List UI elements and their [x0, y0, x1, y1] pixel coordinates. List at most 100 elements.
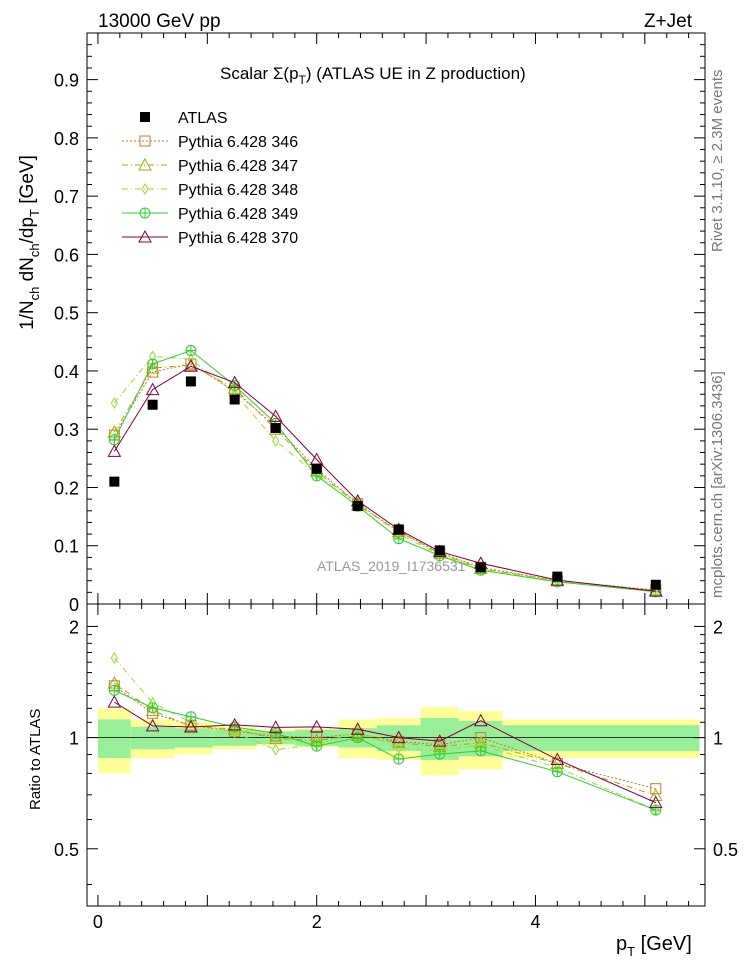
- ratio-4-point-10: [550, 752, 565, 766]
- y-tick-label-0: 0: [69, 595, 79, 615]
- ratio-4-point-8: [432, 734, 447, 747]
- y-tick-label-5: 0.5: [54, 304, 79, 324]
- y-tick-label-4: 0.4: [54, 362, 79, 382]
- data-point-7: [393, 524, 404, 535]
- legend-label-1: Pythia 6.428 347: [178, 158, 298, 175]
- uncertainty-band-green: [502, 725, 613, 751]
- y-tick-label-8: 0.8: [54, 129, 79, 149]
- x-tick-label-1: 2: [312, 912, 322, 932]
- series-line-4: [113, 365, 656, 592]
- y-axis-label: 1/Nch dNch/dpT [GeV]: [17, 155, 42, 330]
- ratio-line-1: [114, 682, 656, 796]
- ratio-2-point-3: [231, 726, 239, 739]
- ratio-4-point-7: [391, 730, 406, 744]
- x-tick-label-0: 0: [93, 912, 103, 932]
- data-point-11: [650, 579, 661, 590]
- series-4-point-11: [648, 584, 663, 597]
- ratio-tick-label-1: 1: [69, 729, 79, 749]
- ratio-tick-label-right-2: 2: [713, 617, 723, 637]
- data-point-5: [311, 463, 322, 474]
- ratio-plot: [107, 652, 663, 817]
- y-tick-label-3: 0.3: [54, 420, 79, 440]
- series-line-0: [113, 363, 656, 591]
- series-4-point-1: [145, 382, 160, 396]
- series-4-point-2: [184, 359, 198, 372]
- header-left: 13000 GeV pp: [98, 11, 221, 32]
- ratio-4-point-1: [145, 718, 160, 732]
- data-point-10: [552, 571, 563, 582]
- x-axis-label: pT [GeV]: [616, 933, 692, 959]
- ratio-1-point-11: [648, 788, 663, 802]
- rivet-label: Rivet 3.1.10, ≥ 2.3M events: [709, 70, 726, 253]
- legend-marker-2: [141, 183, 149, 195]
- ratio-line-4: [114, 701, 656, 804]
- ratio-0-point-11: [650, 783, 662, 795]
- data-point-1: [147, 399, 158, 410]
- series-2-point-4: [272, 434, 280, 447]
- ratio-4-point-4: [268, 720, 283, 733]
- series-2-point-2: [187, 353, 195, 366]
- x-axis-label-text: pT [GeV]: [616, 933, 692, 959]
- y-tick-label-7: 0.7: [54, 187, 79, 207]
- legend-marker-1: [138, 157, 152, 171]
- series-1-point-2: [184, 358, 198, 371]
- x-tick-label-2: 4: [530, 912, 540, 932]
- data-point-4: [270, 423, 281, 434]
- ratio-4-point-11: [648, 795, 663, 809]
- main-plot: [107, 345, 663, 598]
- ratio-1-point-4: [268, 731, 283, 745]
- y-axis-label-text: 1/Nch dNch/dpT [GeV]: [17, 155, 42, 330]
- ratio-tick-label-right-1: 1: [713, 729, 723, 749]
- data-point-6: [352, 501, 363, 512]
- ratio-4-point-3: [227, 717, 242, 731]
- mcplots-label: mcplots.cern.ch [arXiv:1306.3436]: [709, 371, 726, 598]
- ratio-1-point-3: [227, 722, 242, 735]
- series-2-point-0: [110, 397, 118, 409]
- data-point-9: [475, 562, 486, 573]
- ratio-bands: [87, 707, 705, 776]
- legend-marker-0: [139, 135, 151, 147]
- y-tick-label-1: 0.1: [54, 537, 79, 557]
- ratio-tick-label-right-0: 0.5: [713, 840, 738, 860]
- ratio-tick-label-0: 0.5: [54, 840, 79, 860]
- axes: 00.10.20.30.40.50.60.70.80.90.5 0.51 12 20 2…: [54, 33, 738, 932]
- legend-label-0: Pythia 6.428 346: [178, 134, 298, 151]
- data-point-0: [109, 476, 120, 487]
- series-line-3: [113, 349, 656, 593]
- ratio-y-axis-label: Ratio to ATLAS: [27, 709, 44, 810]
- legend-label-data: ATLAS: [178, 110, 228, 127]
- header-right: Z+Jet: [644, 11, 693, 32]
- legend: ATLAS Pythia 6.428 346 Pythia 6.428 347 Pyt…: [122, 110, 298, 247]
- ratio-4-point-9: [473, 713, 488, 727]
- ratio-tick-label-2: 2: [69, 617, 79, 637]
- series-line-1: [113, 364, 656, 592]
- ratio-1-point-1: [145, 703, 160, 716]
- y-tick-label-2: 0.2: [54, 478, 79, 498]
- series-line-2: [113, 355, 656, 593]
- data-point-2: [185, 376, 196, 387]
- chart-title: Scalar Σ(pT) (ATLAS UE in Z production): [220, 64, 526, 87]
- y-tick-label-6: 0.6: [54, 245, 79, 265]
- ratio-4-point-0: [107, 695, 122, 708]
- legend-marker-data: [140, 112, 150, 122]
- y-tick-label-9: 0.9: [54, 71, 79, 91]
- ratio-line-3: [114, 689, 656, 811]
- ratio-4-point-5: [309, 719, 324, 733]
- series-4-point-0: [107, 444, 122, 457]
- series-4-point-4: [268, 409, 283, 422]
- ratio-line-2: [113, 657, 656, 811]
- uncertainty-band-green: [612, 725, 700, 751]
- ratio-4-point-6: [350, 722, 365, 735]
- analysis-watermark: ATLAS_2019_I1736531: [317, 558, 466, 574]
- legend-label-4: Pythia 6.428 370: [178, 230, 298, 247]
- data-point-8: [434, 545, 445, 556]
- data-point-3: [229, 394, 240, 405]
- ratio-2-point-7: [395, 741, 403, 754]
- legend-label-2: Pythia 6.428 348: [178, 182, 298, 199]
- legend-label-3: Pythia 6.428 349: [178, 206, 298, 223]
- ratio-4-point-2: [184, 719, 198, 733]
- ratio-2-point-4: [272, 743, 280, 756]
- series-4-point-3: [227, 375, 242, 389]
